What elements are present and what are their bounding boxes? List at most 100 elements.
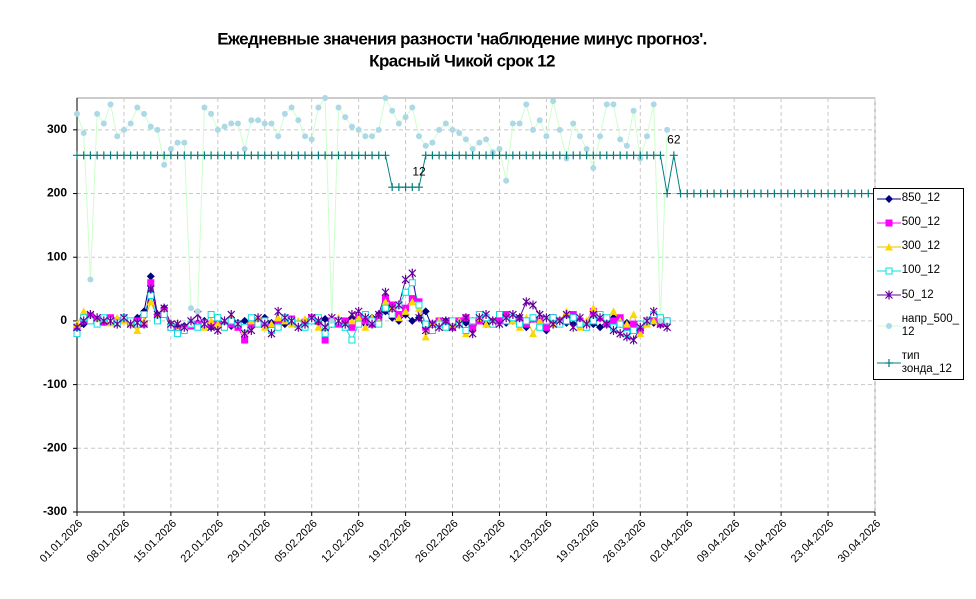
data-point <box>354 151 363 160</box>
data-point <box>416 133 422 140</box>
data-point <box>743 189 752 198</box>
data-point <box>616 320 624 328</box>
data-point <box>267 320 276 328</box>
data-point <box>328 317 335 324</box>
data-point <box>173 319 182 329</box>
data-point <box>113 151 122 160</box>
data-point <box>562 310 571 320</box>
data-point <box>120 313 128 323</box>
legend-label: 500_12 <box>901 216 941 229</box>
data-point <box>126 151 135 160</box>
data-point <box>321 315 330 324</box>
data-point <box>287 316 296 326</box>
data-point <box>161 161 168 168</box>
data-point <box>556 126 563 133</box>
data-point <box>200 319 209 329</box>
data-point <box>475 151 484 160</box>
data-point <box>361 313 370 323</box>
data-point <box>240 329 249 339</box>
data-point <box>509 120 516 127</box>
data-point <box>630 320 638 328</box>
data-point <box>536 323 544 331</box>
data-point <box>783 189 792 198</box>
data-point <box>321 322 330 332</box>
data-point <box>307 313 316 323</box>
y-tick-label: -200 <box>43 440 67 454</box>
data-point <box>133 151 142 160</box>
data-point <box>355 126 362 133</box>
x-tick-label: 16.04.2026 <box>742 518 789 565</box>
data-point <box>589 317 597 325</box>
data-point <box>274 313 283 322</box>
data-point <box>468 329 477 339</box>
data-point <box>361 151 370 160</box>
data-point <box>602 151 611 160</box>
data-point <box>482 310 490 320</box>
data-point <box>643 151 651 160</box>
data-point <box>515 313 524 323</box>
data-point <box>126 319 135 329</box>
data-point <box>449 126 456 133</box>
data-point <box>260 319 269 329</box>
data-point <box>530 126 536 133</box>
data-point <box>214 314 222 322</box>
data-point <box>508 151 517 160</box>
legend-item: 850_12 <box>876 192 961 205</box>
x-tick-label: 22.01.2026 <box>179 518 226 565</box>
data-point <box>649 151 658 160</box>
legend-label: 100_12 <box>901 264 941 277</box>
data-point <box>409 104 416 111</box>
data-point <box>435 322 444 332</box>
data-point <box>630 326 638 334</box>
annotation: 12 <box>412 164 426 178</box>
data-point <box>589 151 598 160</box>
data-point <box>302 133 308 140</box>
data-point <box>597 133 604 140</box>
data-point <box>354 313 363 322</box>
x-tick-label: 12.02.2026 <box>319 518 366 565</box>
data-point <box>153 151 162 160</box>
data-point <box>187 316 195 326</box>
data-point <box>100 120 107 127</box>
data-point <box>321 330 329 338</box>
data-point <box>610 101 617 108</box>
data-point <box>535 310 544 320</box>
data-point <box>73 330 81 338</box>
data-point <box>287 151 296 160</box>
data-point <box>260 151 269 160</box>
data-point <box>408 183 417 192</box>
data-point <box>569 322 578 332</box>
data-point <box>174 330 182 338</box>
x-tick-label: 29.01.2026 <box>226 518 273 565</box>
data-point <box>280 313 289 323</box>
data-point <box>381 304 389 312</box>
legend-label: 300_12 <box>901 240 941 253</box>
data-point <box>616 151 625 160</box>
data-point <box>74 110 80 117</box>
data-point <box>228 120 235 127</box>
data-point <box>375 126 382 133</box>
data-point <box>696 189 705 198</box>
data-point <box>381 287 390 297</box>
data-point <box>348 123 355 130</box>
data-point <box>462 326 470 334</box>
data-point <box>99 151 108 160</box>
legend-label: 50_12 <box>901 288 934 301</box>
data-point <box>496 145 503 152</box>
data-point <box>207 322 216 332</box>
y-tick-label: 100 <box>47 249 67 263</box>
data-point <box>750 189 759 198</box>
data-point <box>603 101 610 108</box>
data-point <box>147 291 155 299</box>
data-point <box>301 319 309 329</box>
data-point <box>622 151 631 160</box>
data-point <box>402 288 410 296</box>
data-point <box>837 189 846 198</box>
data-point <box>415 313 423 323</box>
data-point <box>213 320 222 328</box>
data-point <box>435 151 444 160</box>
data-point <box>810 189 819 198</box>
legend-item: 50_12 <box>876 289 961 302</box>
data-point <box>247 325 256 335</box>
